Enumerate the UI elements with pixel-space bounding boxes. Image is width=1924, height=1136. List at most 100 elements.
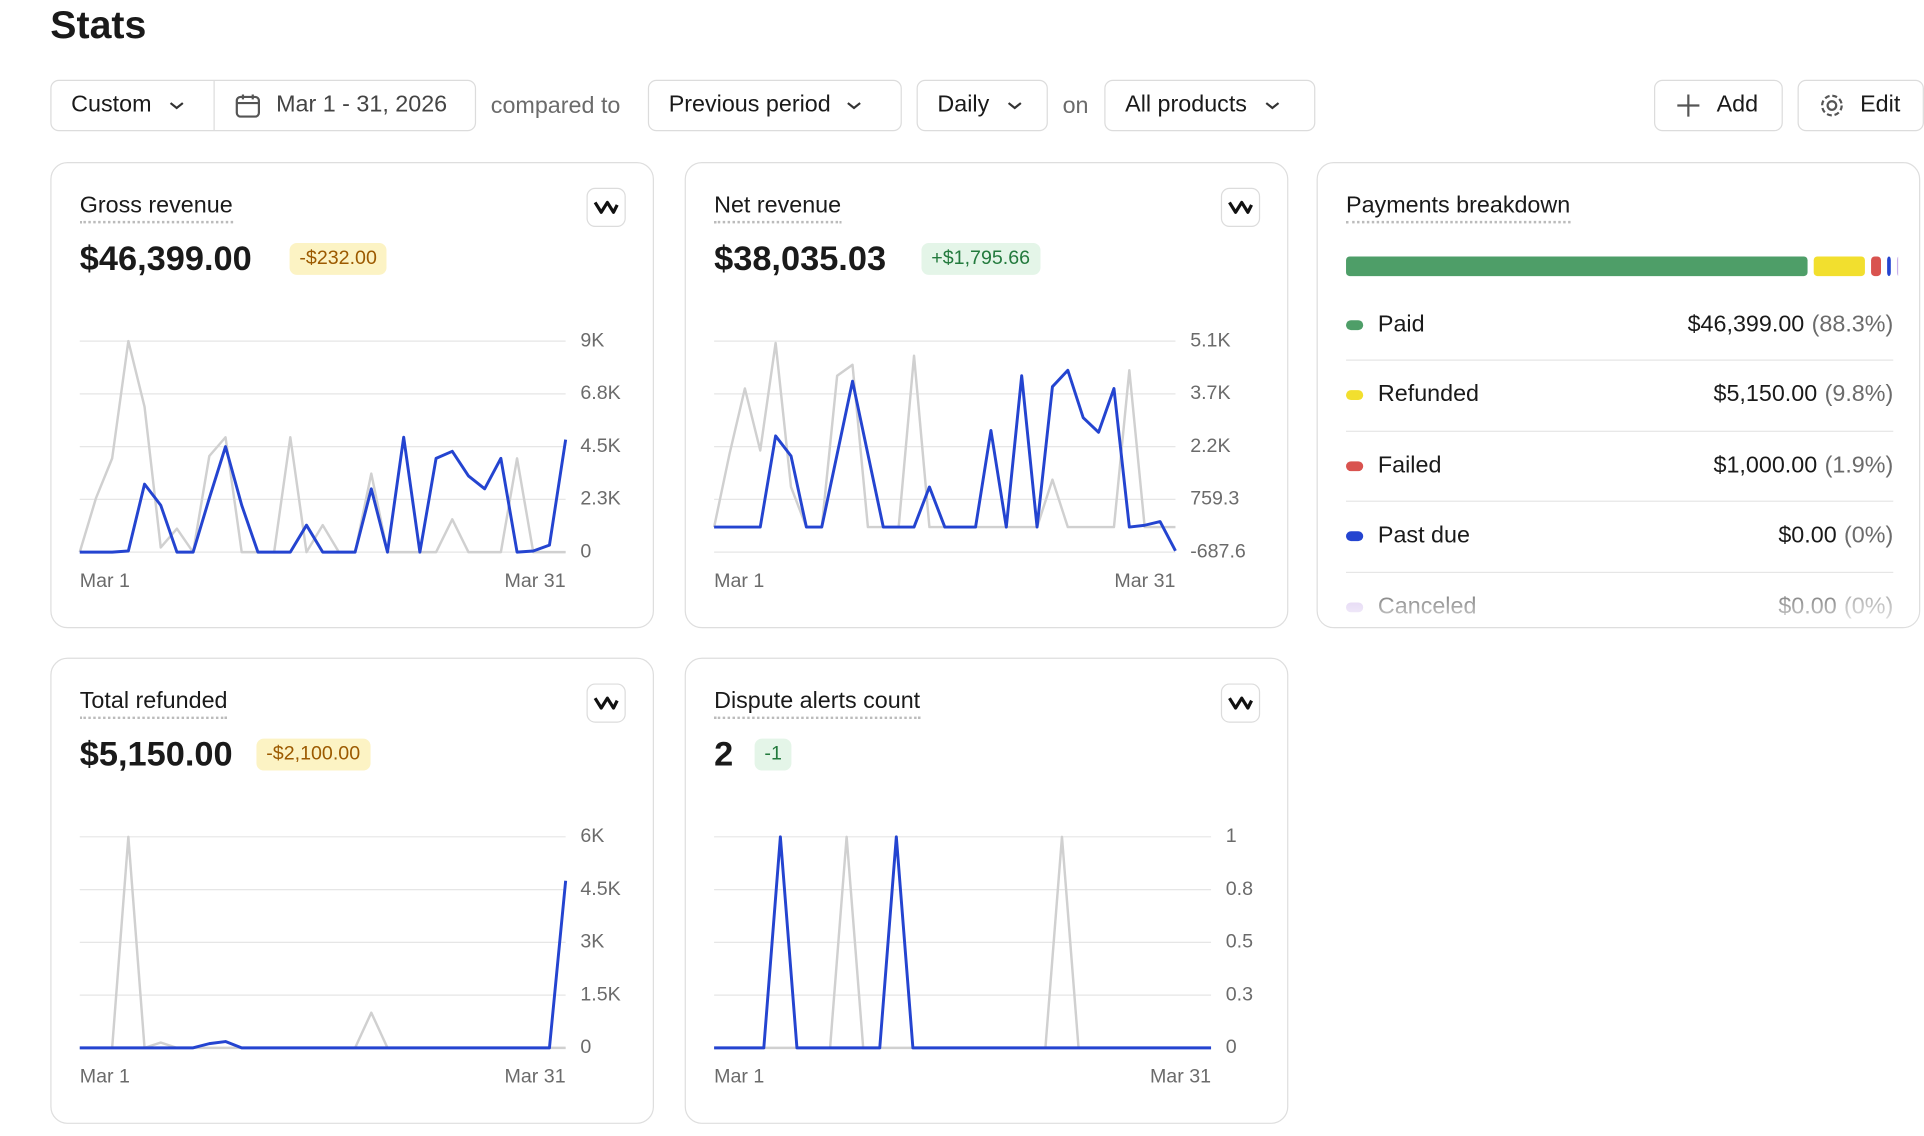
payments-breakdown-card: Payments breakdown Paid $46,399.00 (88.3%)…: [1316, 161, 1921, 629]
edit-button[interactable]: Edit: [1797, 79, 1924, 132]
current-line: [714, 835, 1212, 1050]
y-tick-label: 3K: [580, 931, 604, 953]
products-button[interactable]: All products: [1104, 79, 1316, 132]
x-tick-label: Mar 1: [714, 1065, 764, 1087]
chart-icon: [593, 200, 619, 214]
x-tick-label: Mar 31: [505, 1065, 566, 1087]
y-tick-label: 0: [580, 1036, 591, 1058]
x-tick-label: Mar 1: [80, 1065, 130, 1087]
breakdown-bar: [1346, 256, 1899, 277]
metric-value: $46,399.00: [79, 239, 252, 278]
date-range-group: Custom Mar 1 - 31, 2026: [50, 79, 477, 132]
current-line: [79, 435, 568, 554]
x-tick-label: Mar 31: [505, 570, 566, 592]
row-label: Past due: [1377, 522, 1470, 549]
chevron: [847, 102, 861, 110]
range-type-button[interactable]: Custom: [52, 80, 215, 131]
row-amount: $46,399.00: [1687, 311, 1805, 337]
y-tick-label: 3.7K: [1190, 382, 1230, 404]
x-tick-label: Mar 31: [1150, 1065, 1211, 1087]
breakdown-row: Refunded $5,150.00 (9.8%): [1346, 360, 1894, 432]
y-tick-label: 2.3K: [580, 488, 620, 510]
chart-icon-button[interactable]: [1220, 683, 1261, 723]
breakdown-segment: [1896, 256, 1899, 276]
breakdown-segment: [1887, 256, 1891, 277]
y-tick-label: 5.1K: [1190, 329, 1230, 351]
legend-dot: [1346, 460, 1364, 471]
card-title: Gross revenue: [79, 193, 233, 224]
line-chart: -687.6 759.3 2.2K 3.7K 5.1K Mar 1 Mar 31: [712, 329, 1246, 592]
y-tick-label: 0.5: [1226, 931, 1253, 953]
row-label: Paid: [1377, 311, 1425, 337]
chart-icon: [1228, 696, 1253, 710]
x-tick-label: Mar 1: [714, 570, 764, 592]
metric-value: $5,150.00: [79, 734, 233, 774]
legend-dot: [1346, 390, 1364, 401]
row-label: Refunded: [1377, 381, 1480, 408]
change-badge: -$232.00: [289, 242, 387, 275]
date-range-button[interactable]: Mar 1 - 31, 2026: [215, 92, 447, 119]
compared-to-label: compared to: [490, 93, 621, 120]
comparison: Previous period: [668, 92, 831, 118]
chevron: [1265, 102, 1280, 110]
add-label: Add: [1716, 92, 1759, 118]
change-badge: +$1,795.66: [921, 242, 1040, 275]
y-tick-label: 6.8K: [580, 382, 620, 404]
row-share: (0%): [1844, 522, 1894, 549]
chart-icon-button[interactable]: [1220, 187, 1261, 227]
breakdown-row: Failed $1,000.00 (1.9%): [1346, 431, 1894, 502]
chevron: [1008, 102, 1022, 110]
breakdown-segment: [1813, 256, 1865, 277]
y-tick-label: 4.5K: [580, 878, 620, 900]
chart-icon-button[interactable]: [586, 187, 626, 227]
y-tick-label: 1.5K: [580, 983, 620, 1005]
breakdown-segment: [1871, 256, 1881, 277]
products: All products: [1125, 92, 1247, 118]
row-label: Failed: [1377, 452, 1442, 478]
date-range: Mar 1 - 31, 2026: [276, 92, 448, 118]
fade: [1317, 574, 1920, 627]
change-badge: -1: [754, 738, 792, 771]
y-tick-label: 0.8: [1226, 878, 1253, 900]
breakdown-row: Past due $0.00 (0%): [1346, 501, 1894, 573]
chart-icon: [1228, 200, 1253, 214]
range-type: Custom: [71, 92, 152, 118]
row-share: (9.8%): [1824, 381, 1894, 408]
breakdown-segment: [1346, 256, 1808, 277]
metric-card: Dispute alerts count 2 -1 0 0.3 0.5 0.8 1 Mar 1 M…: [684, 657, 1289, 1124]
y-tick-label: 6K: [580, 825, 604, 847]
metric-card: Total refunded $5,150.00 -$2,100.00 0 1.5K 3K…: [50, 657, 654, 1124]
comparison-button[interactable]: Previous period: [647, 79, 902, 132]
x-tick-label: Mar 1: [80, 570, 130, 592]
row-share: (88.3%): [1811, 311, 1894, 337]
row-share: (1.9%): [1824, 452, 1894, 478]
line-chart: 0 1.5K 3K 4.5K 6K Mar 1 Mar 31: [80, 825, 621, 1087]
line-chart: 0 2.3K 4.5K 6.8K 9K Mar 1 Mar 31: [78, 329, 621, 592]
y-tick-label: 2.2K: [1190, 435, 1230, 457]
card-title: Total refunded: [79, 688, 228, 720]
on-label: on: [1062, 93, 1089, 120]
legend-dot: [1346, 531, 1364, 542]
current-line: [714, 368, 1177, 552]
gear-icon: [1820, 94, 1843, 117]
interval-button[interactable]: Daily: [916, 79, 1048, 132]
edit-label: Edit: [1860, 92, 1901, 118]
breakdown-row: Paid $46,399.00 (88.3%): [1346, 290, 1894, 361]
y-tick-label: 9K: [580, 329, 604, 351]
card-title: Net revenue: [714, 193, 842, 224]
metric-card: Net revenue $38,035.03 +$1,795.66 -687.6 759…: [684, 161, 1289, 629]
plus-icon: [1677, 94, 1700, 117]
card-title: Payments breakdown: [1346, 193, 1571, 224]
chart-icon-button[interactable]: [586, 683, 626, 723]
x-tick-label: Mar 31: [1114, 570, 1175, 592]
add-button[interactable]: Add: [1653, 79, 1783, 132]
metric-value: $38,035.03: [714, 239, 887, 278]
change-badge: -$2,100.00: [256, 738, 370, 771]
row-amount: $5,150.00: [1713, 381, 1818, 408]
y-tick-label: 4.5K: [580, 435, 620, 457]
y-tick-label: 0: [1226, 1036, 1237, 1058]
legend-dot: [1346, 319, 1364, 330]
y-tick-label: 759.3: [1190, 488, 1239, 510]
